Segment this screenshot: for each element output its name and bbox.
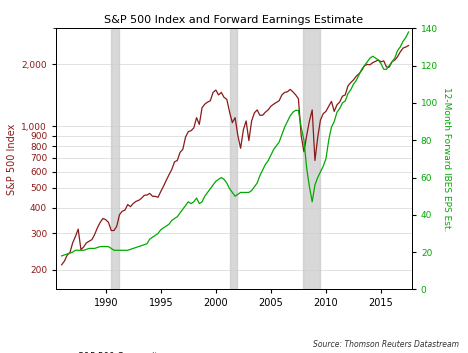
Title: S&P 500 Index and Forward Earnings Estimate: S&P 500 Index and Forward Earnings Estim… [104, 15, 364, 25]
Text: Source: Thomson Reuters Datastream: Source: Thomson Reuters Datastream [313, 341, 459, 349]
Bar [303, 28, 321, 289]
Legend: S&P 500 Composite, IBES 12-month Forward EPS Est. (RH Scale), Recession: S&P 500 Composite, IBES 12-month Forward… [60, 352, 265, 353]
Y-axis label: 12-Month Forward IBES EPS Est.: 12-Month Forward IBES EPS Est. [442, 87, 451, 231]
Bar [230, 28, 237, 289]
Bar [111, 28, 119, 289]
Y-axis label: S&P 500 Index: S&P 500 Index [7, 123, 17, 195]
